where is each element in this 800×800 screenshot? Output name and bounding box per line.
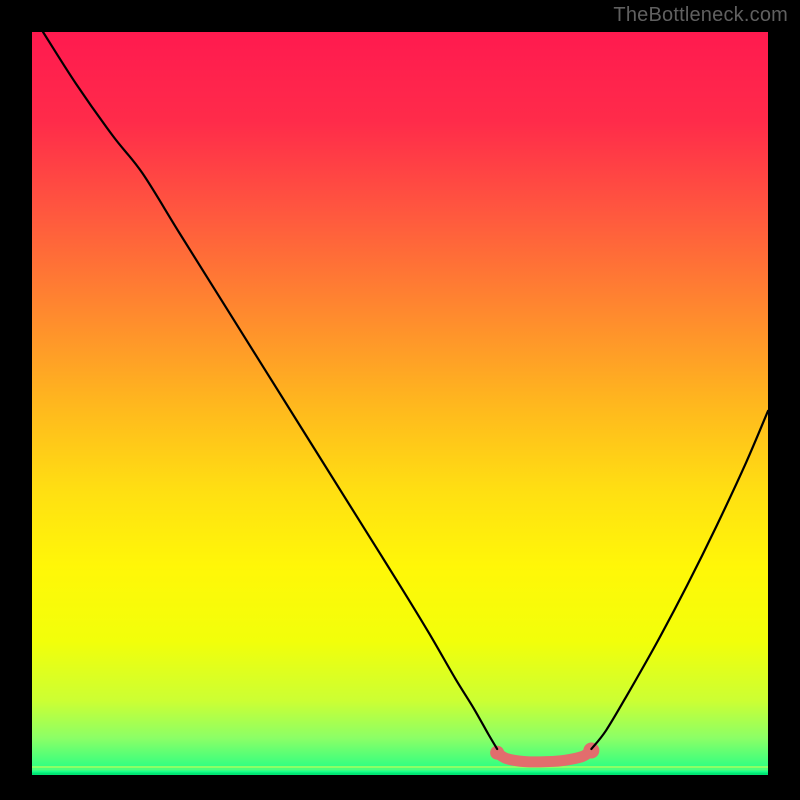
chart-svg bbox=[32, 32, 768, 775]
plot-area bbox=[32, 32, 768, 775]
chart-frame: TheBottleneck.com bbox=[0, 0, 800, 800]
watermark-text: TheBottleneck.com bbox=[613, 4, 788, 27]
